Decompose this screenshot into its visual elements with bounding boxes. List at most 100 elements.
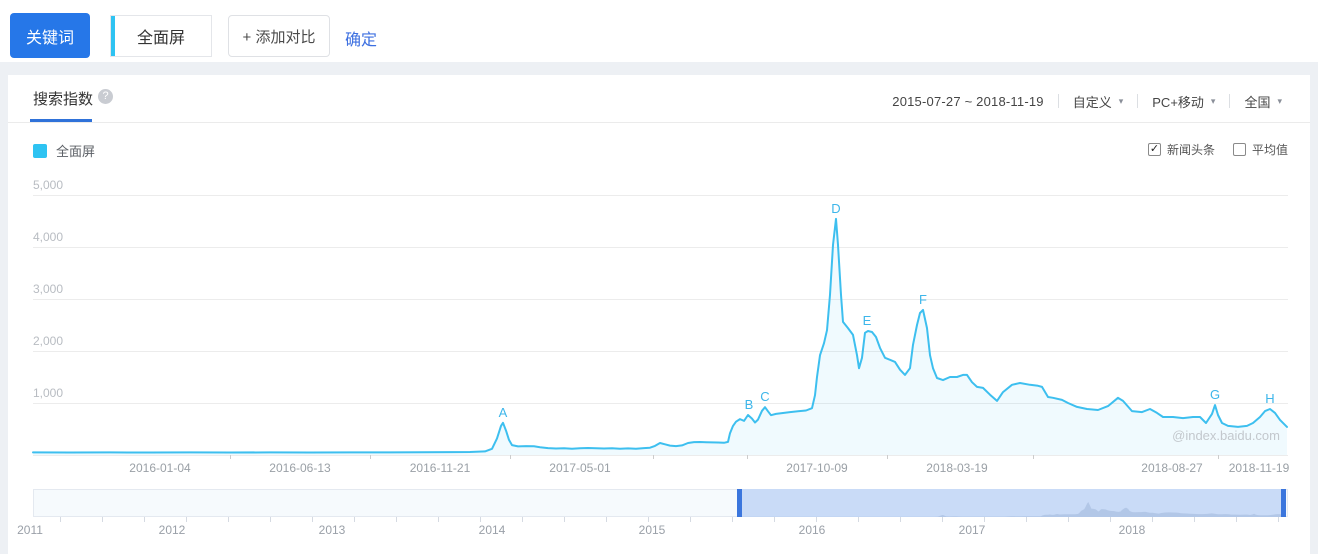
caret-down-icon: ▾ <box>1277 95 1282 106</box>
checkbox-label: 新闻头条 <box>1166 143 1215 157</box>
slider-tick <box>606 517 607 522</box>
gridline <box>33 299 1288 300</box>
region-dropdown[interactable]: 全国 ▾ <box>1244 92 1282 111</box>
peak-label-H[interactable]: H <box>1265 391 1275 406</box>
peak-label-B[interactable]: B <box>744 397 754 412</box>
slider-tick <box>522 517 523 522</box>
slider-tick <box>564 517 565 522</box>
x-axis-label: 2016-01-04 <box>129 461 191 475</box>
minimap-area <box>737 502 1286 517</box>
x-axis-label: 2018-03-19 <box>926 461 988 475</box>
x-axis-label: 2016-06-13 <box>269 461 331 475</box>
slider-tick <box>1026 517 1027 522</box>
x-axis-label: 2018-11-19 <box>1228 461 1290 475</box>
divider <box>1137 94 1139 108</box>
caret-down-icon: ▾ <box>1210 95 1216 106</box>
tab-search-index[interactable]: 搜索指数 <box>33 91 94 108</box>
active-tab-underline <box>30 119 92 122</box>
device-value: PC+移动 <box>1152 94 1204 110</box>
keyword-button[interactable]: 关键词 <box>10 13 90 58</box>
region-value: 全国 <box>1244 94 1271 110</box>
overlay-checkbox-checked[interactable]: ✓ 新闻头条 <box>1147 141 1215 158</box>
legend: 全面屏 <box>33 141 95 160</box>
series-swatch <box>33 143 47 158</box>
slider-tick <box>774 517 775 522</box>
slider-tick <box>816 517 817 522</box>
chart-controls: 2015-07-27 ~ 2018-11-19 自定义 ▾ PC+移动 ▾ 全国… <box>892 91 1282 111</box>
axis-tick <box>370 455 371 459</box>
device-dropdown[interactable]: PC+移动 ▾ <box>1152 92 1215 111</box>
slider-tick <box>144 517 145 522</box>
slider-year-label: 2015 <box>638 523 666 537</box>
toolbar: 关键词 全面屏 + 添加对比 确定 <box>0 0 1318 62</box>
axis-tick <box>1033 455 1034 459</box>
x-axis-label: 2017-05-01 <box>549 461 611 475</box>
axis-tick <box>887 455 888 459</box>
keyword-tab[interactable]: 全面屏 <box>110 15 212 57</box>
peak-label-E[interactable]: E <box>862 313 872 328</box>
slider-selection[interactable] <box>737 489 1286 517</box>
peak-label-G[interactable]: G <box>1209 387 1221 402</box>
slider-tick <box>1110 517 1111 522</box>
checkbox-label: 平均值 <box>1251 143 1288 157</box>
search-index-panel: 搜索指数 ? 2015-07-27 ~ 2018-11-19 自定义 ▾ PC+… <box>8 75 1310 554</box>
peak-label-F[interactable]: F <box>919 292 927 307</box>
slider-tick <box>228 517 229 522</box>
slider-tick <box>900 517 901 522</box>
series-label: 全面屏 <box>56 144 96 159</box>
slider-tick <box>354 517 355 522</box>
slider-year-label: 2012 <box>158 523 186 537</box>
slider-tick <box>396 517 397 522</box>
slider-tick <box>1194 517 1195 522</box>
overlay-options: ✓ 新闻头条 平均值 <box>1147 141 1288 158</box>
slider-year-label: 2011 <box>17 523 43 537</box>
slider-tick <box>984 517 985 522</box>
divider <box>1057 94 1059 108</box>
slider-year-label: 2016 <box>798 523 826 537</box>
header-divider <box>8 122 1310 123</box>
trend-line <box>32 217 1288 454</box>
slider-tick <box>270 517 271 522</box>
slider-tick <box>1236 517 1237 522</box>
slider-tick <box>1068 517 1069 522</box>
peak-label-A[interactable]: A <box>498 405 508 420</box>
slider-year-label: 2013 <box>318 523 346 537</box>
trend-area <box>33 218 1287 455</box>
axis-tick <box>747 455 748 459</box>
slider-year-label: 2014 <box>478 523 506 537</box>
slider-year-label: 2017 <box>958 523 986 537</box>
peak-label-D[interactable]: D <box>831 201 841 216</box>
slider-tick <box>690 517 691 522</box>
y-axis-label: 2,000 <box>33 334 64 348</box>
divider <box>1229 94 1231 108</box>
y-axis-label: 5,000 <box>33 178 64 192</box>
slider-tick <box>1152 517 1153 522</box>
slider-tick <box>438 517 439 522</box>
x-axis-label: 2017-10-09 <box>786 461 848 475</box>
y-axis-label: 3,000 <box>33 282 64 296</box>
date-range[interactable]: 2015-07-27 ~ 2018-11-19 <box>892 93 1044 109</box>
gridline <box>33 351 1288 352</box>
x-axis-label: 2016-11-21 <box>409 461 471 475</box>
peak-label-C[interactable]: C <box>760 389 770 404</box>
x-axis-label: 2018-08-27 <box>1141 461 1203 475</box>
help-icon[interactable]: ? <box>98 89 113 104</box>
slider-handle-right[interactable] <box>1281 489 1286 517</box>
keyword-tab-label: 全面屏 <box>136 30 185 47</box>
gridline <box>33 455 1288 456</box>
gridline <box>33 195 1288 196</box>
range-mode-dropdown[interactable]: 自定义 ▾ <box>1073 92 1124 111</box>
confirm-link[interactable]: 确定 <box>345 32 378 49</box>
add-compare-button[interactable]: + 添加对比 <box>228 15 330 57</box>
checkbox-box[interactable] <box>1232 143 1246 156</box>
checkbox-box[interactable]: ✓ <box>1147 143 1161 156</box>
slider-handle-left[interactable] <box>737 489 742 517</box>
y-axis-label: 1,000 <box>33 386 64 400</box>
axis-tick <box>230 455 231 459</box>
axis-tick <box>653 455 654 459</box>
slider-tick <box>186 517 187 522</box>
range-mode-value: 自定义 <box>1072 94 1112 110</box>
slider-tick <box>942 517 943 522</box>
overlay-checkbox-unchecked[interactable]: 平均值 <box>1232 141 1288 158</box>
slider-tick <box>480 517 481 522</box>
